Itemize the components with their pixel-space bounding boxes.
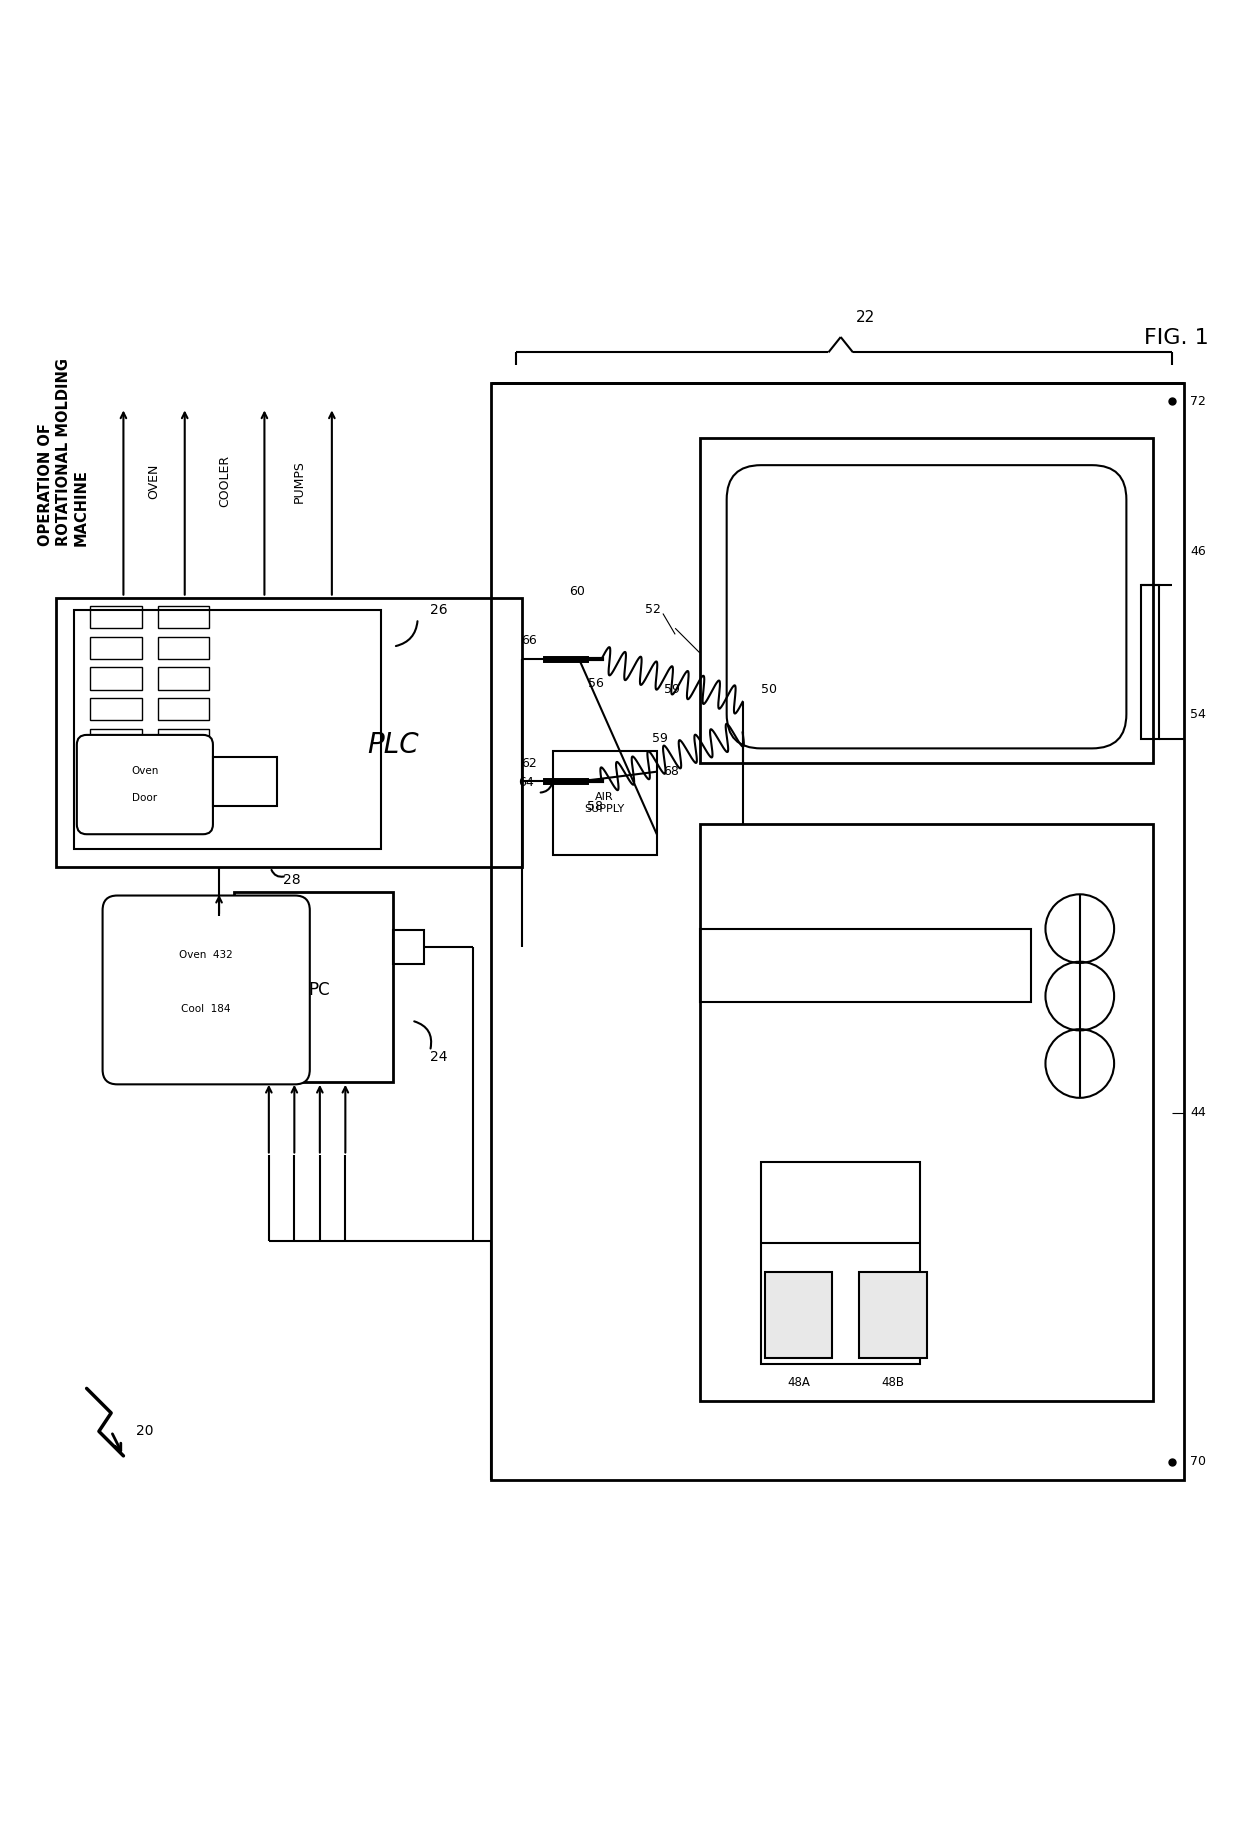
Bar bbox=[91, 637, 141, 659]
FancyBboxPatch shape bbox=[77, 734, 213, 834]
FancyBboxPatch shape bbox=[103, 895, 310, 1085]
Text: 59: 59 bbox=[652, 732, 668, 745]
Text: 62: 62 bbox=[521, 756, 537, 769]
Bar bbox=[553, 751, 657, 854]
Text: 28: 28 bbox=[283, 873, 300, 887]
Bar bbox=[91, 668, 141, 690]
Text: OVEN: OVEN bbox=[148, 463, 160, 498]
Bar bbox=[491, 384, 1184, 1480]
Bar bbox=[157, 668, 210, 690]
Text: 60: 60 bbox=[569, 585, 585, 598]
Bar bbox=[393, 930, 424, 965]
Bar bbox=[157, 760, 210, 782]
Text: Door: Door bbox=[133, 793, 157, 803]
Text: Oven  432: Oven 432 bbox=[180, 950, 233, 959]
Text: 44: 44 bbox=[1190, 1105, 1205, 1120]
Text: 64: 64 bbox=[518, 775, 534, 788]
Text: 52: 52 bbox=[645, 603, 661, 616]
Text: 22: 22 bbox=[856, 310, 875, 325]
Text: PLC: PLC bbox=[367, 731, 419, 758]
Text: 66: 66 bbox=[521, 635, 537, 648]
Text: PUMPS: PUMPS bbox=[293, 459, 305, 502]
Text: 58: 58 bbox=[588, 801, 604, 814]
Bar bbox=[91, 790, 141, 812]
Bar bbox=[157, 637, 210, 659]
Text: COOLER: COOLER bbox=[218, 456, 232, 507]
Text: 70: 70 bbox=[1190, 1456, 1207, 1469]
Bar bbox=[699, 825, 1153, 1400]
Bar bbox=[157, 697, 210, 720]
Bar bbox=[761, 1162, 920, 1363]
Text: 68: 68 bbox=[663, 766, 678, 779]
Bar bbox=[91, 607, 141, 629]
Text: Cool  184: Cool 184 bbox=[181, 1004, 231, 1015]
Bar bbox=[699, 437, 1153, 764]
Bar bbox=[91, 729, 141, 751]
Text: 46: 46 bbox=[1190, 546, 1205, 559]
Text: 48B: 48B bbox=[882, 1376, 904, 1389]
Text: 24: 24 bbox=[430, 1050, 448, 1065]
FancyBboxPatch shape bbox=[727, 465, 1126, 749]
Bar bbox=[157, 607, 210, 629]
Bar bbox=[213, 756, 277, 806]
Bar bbox=[699, 928, 1030, 1002]
Text: 54: 54 bbox=[1190, 708, 1207, 721]
Bar bbox=[234, 891, 393, 1081]
Bar bbox=[91, 697, 141, 720]
Text: AIR
SUPPLY: AIR SUPPLY bbox=[584, 792, 625, 814]
Bar bbox=[91, 760, 141, 782]
Text: PC: PC bbox=[309, 982, 330, 998]
Text: 56: 56 bbox=[588, 677, 604, 690]
Text: 72: 72 bbox=[1190, 395, 1207, 408]
Bar bbox=[157, 790, 210, 812]
Text: 20: 20 bbox=[135, 1424, 154, 1439]
Text: Oven: Oven bbox=[131, 766, 159, 777]
Bar bbox=[765, 1271, 832, 1358]
Text: 26: 26 bbox=[430, 603, 448, 616]
Bar bbox=[56, 598, 522, 867]
Text: 59: 59 bbox=[665, 683, 680, 696]
Bar bbox=[157, 729, 210, 751]
Text: OPERATION OF
ROTATIONAL MOLDING
MACHINE: OPERATION OF ROTATIONAL MOLDING MACHINE bbox=[37, 358, 88, 546]
Bar bbox=[1141, 585, 1159, 738]
Text: 50: 50 bbox=[761, 683, 777, 696]
Text: FIG. 1: FIG. 1 bbox=[1143, 328, 1209, 349]
Bar bbox=[859, 1271, 926, 1358]
Bar bbox=[74, 611, 381, 849]
Text: 48A: 48A bbox=[787, 1376, 810, 1389]
